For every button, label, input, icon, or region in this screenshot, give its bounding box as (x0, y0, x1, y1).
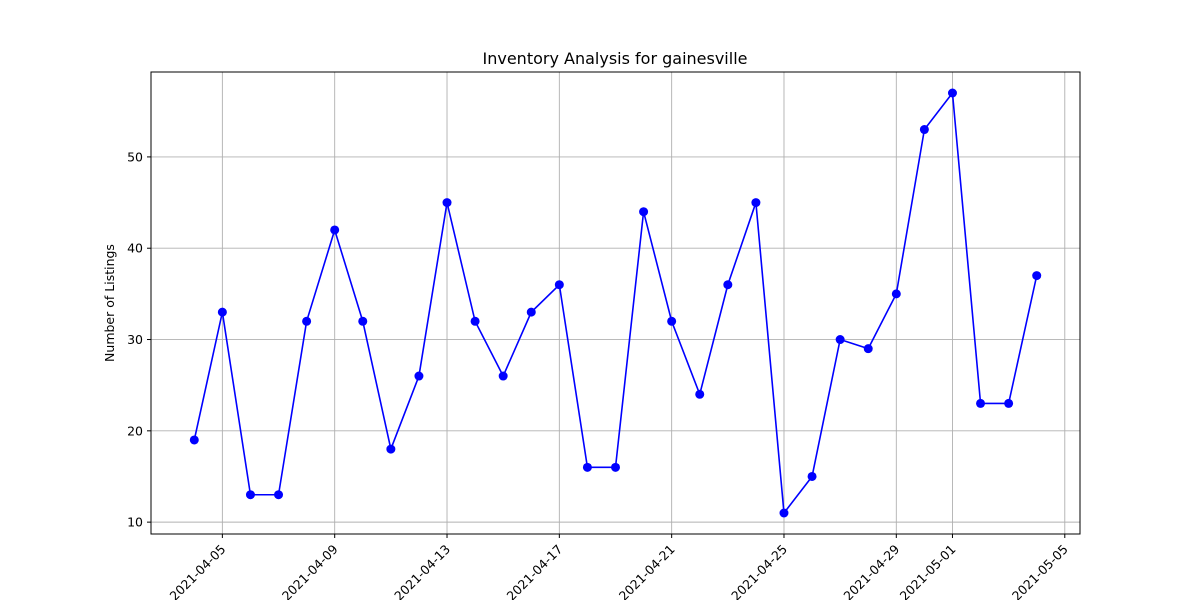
data-point (835, 335, 845, 345)
data-point (274, 490, 284, 500)
data-point (976, 398, 986, 408)
y-tick-label: 50 (127, 149, 143, 164)
series-line (193, 90, 1038, 516)
x-tick-label: 2021-05-01 (897, 542, 959, 600)
x-tick-label: 2021-04-21 (616, 542, 678, 600)
data-point (442, 198, 452, 208)
chart-title: Inventory Analysis for gainesville (483, 49, 748, 68)
x-tick-label: 2021-04-29 (840, 541, 902, 600)
y-tick-label: 30 (127, 332, 143, 347)
data-point (582, 462, 592, 472)
data-point (554, 280, 564, 290)
plot-frame (150, 71, 1081, 535)
data-point (611, 462, 620, 472)
data-point (947, 88, 957, 98)
data-point (639, 207, 649, 217)
data-point (358, 316, 368, 326)
data-point (863, 344, 873, 354)
data-point (386, 444, 396, 454)
grid (151, 72, 1080, 534)
data-point (217, 307, 227, 317)
data-point (1032, 271, 1042, 281)
x-tick-label: 2021-04-09 (279, 541, 341, 600)
series (189, 88, 1042, 518)
x-tick-label: 2021-04-05 (167, 542, 229, 600)
data-point (891, 289, 901, 299)
data-point (330, 225, 340, 235)
data-point (919, 125, 929, 135)
data-point (807, 471, 817, 481)
data-point (245, 490, 255, 500)
data-point (751, 198, 761, 208)
data-point (695, 389, 705, 399)
x-tick-label: 2021-04-13 (391, 542, 453, 600)
data-point (189, 435, 199, 445)
y-tick-label: 10 (127, 515, 143, 530)
axes: 10 20 30 40 50 2021-04-05 2021-04-09 2021-04-13… (127, 71, 1081, 600)
y-tick-label: 40 (127, 241, 143, 256)
y-tick-label: 20 (127, 423, 143, 438)
x-tick-label: 2021-05-05 (1009, 542, 1071, 600)
data-point (414, 371, 424, 381)
data-point (470, 316, 480, 326)
data-point (498, 371, 508, 381)
data-point (1004, 398, 1014, 408)
data-point (779, 508, 789, 518)
y-axis-label: Number of Listings (102, 244, 117, 362)
data-point (723, 280, 733, 290)
data-point (302, 316, 312, 326)
x-tick-label: 2021-04-17 (503, 542, 565, 600)
data-point (667, 316, 677, 326)
data-point (526, 307, 536, 317)
x-tick-label: 2021-04-25 (728, 542, 790, 600)
